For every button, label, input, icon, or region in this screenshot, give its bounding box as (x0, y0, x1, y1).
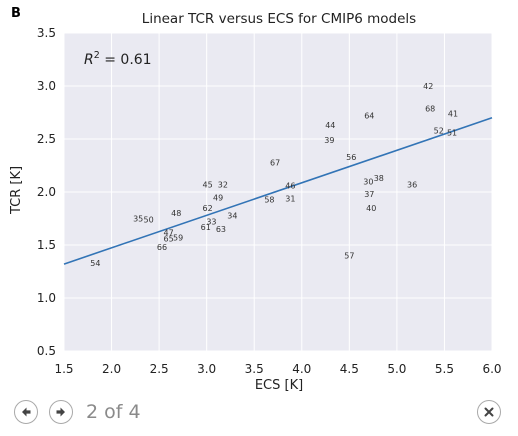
data-point-label: 50 (144, 216, 154, 225)
data-point-label: 64 (364, 112, 374, 121)
arrow-right-icon (56, 407, 65, 417)
data-point-label: 38 (374, 174, 384, 183)
data-point-label: 47 (164, 228, 174, 237)
data-point-label: 67 (270, 158, 280, 167)
data-point-label: 58 (264, 195, 274, 204)
arrow-left-icon (22, 407, 31, 417)
data-point-label: 62 (203, 204, 213, 213)
data-point-label: 68 (425, 104, 435, 113)
y-tick-label: 3.0 (37, 79, 56, 93)
data-point-label: 45 (203, 181, 213, 190)
y-tick-label: 2.0 (37, 185, 56, 199)
pager-bar: 2 of 4 (0, 396, 518, 432)
data-point-label: 39 (324, 136, 334, 145)
r2-superscript: 2 (94, 50, 100, 61)
data-point-label: 35 (133, 215, 143, 224)
y-tick-label: 3.5 (37, 26, 56, 40)
y-tick-label: 0.5 (37, 344, 56, 358)
data-point-label: 48 (171, 209, 181, 218)
y-axis-ticks: 0.5 1.0 1.5 2.0 2.5 3.0 3.5 (37, 26, 56, 358)
x-tick-label: 3.0 (197, 362, 216, 376)
data-point-label: 44 (325, 121, 335, 130)
x-tick-label: 2.5 (150, 362, 169, 376)
regression-line (63, 117, 493, 265)
data-point-label: 46 (285, 182, 295, 191)
data-point-label: 30 (363, 177, 373, 186)
data-point-label: 49 (213, 193, 223, 202)
x-tick-label: 1.5 (54, 362, 73, 376)
r-squared-annotation: R2 = 0.61 (84, 50, 152, 68)
data-point-label: 59 (173, 234, 183, 243)
r2-value: = 0.61 (100, 52, 152, 68)
data-point-label: 40 (366, 204, 376, 213)
data-point-label: 36 (407, 181, 417, 190)
y-tick-label: 2.5 (37, 132, 56, 146)
data-point-label: 66 (157, 243, 167, 252)
chart-title: Linear TCR versus ECS for CMIP6 models (142, 11, 416, 27)
r2-symbol: R (84, 52, 94, 68)
x-tick-label: 4.5 (340, 362, 359, 376)
data-point-label: 61 (201, 223, 211, 232)
close-icon (484, 407, 494, 417)
data-point-label: 65 (164, 235, 174, 244)
x-tick-label: 3.5 (245, 362, 264, 376)
data-point-label: 37 (364, 190, 374, 199)
data-point-label: 54 (90, 259, 100, 268)
grid-lines (63, 32, 493, 352)
data-point-label: 41 (448, 110, 458, 119)
data-point-label: 42 (423, 82, 433, 91)
y-tick-label: 1.0 (37, 291, 56, 305)
close-button[interactable] (477, 400, 501, 424)
x-tick-label: 2.0 (102, 362, 121, 376)
x-axis-label: ECS [K] (255, 378, 303, 393)
page-counter: 2 of 4 (86, 401, 141, 423)
next-button[interactable] (49, 400, 73, 424)
x-tick-label: 5.5 (435, 362, 454, 376)
data-point-label: 63 (216, 225, 226, 234)
data-point-label: 52 (434, 127, 444, 136)
data-point-label: 51 (447, 129, 457, 138)
x-tick-label: 6.0 (482, 362, 501, 376)
y-tick-label: 1.5 (37, 238, 56, 252)
data-point-label: 56 (346, 153, 356, 162)
y-axis-label: TCR [K] (9, 166, 24, 215)
data-point-label: 32 (218, 181, 228, 190)
x-tick-label: 5.0 (387, 362, 406, 376)
data-point-label: 33 (206, 218, 216, 227)
x-tick-label: 4.0 (292, 362, 311, 376)
x-axis-ticks: 1.5 2.0 2.5 3.0 3.5 4.0 4.5 5.0 5.5 6.0 (54, 362, 501, 376)
data-point-label: 57 (344, 252, 354, 261)
data-point-label: 34 (227, 211, 237, 220)
panel-label: B (11, 6, 21, 21)
data-point-label: 31 (285, 194, 295, 203)
prev-button[interactable] (14, 400, 38, 424)
